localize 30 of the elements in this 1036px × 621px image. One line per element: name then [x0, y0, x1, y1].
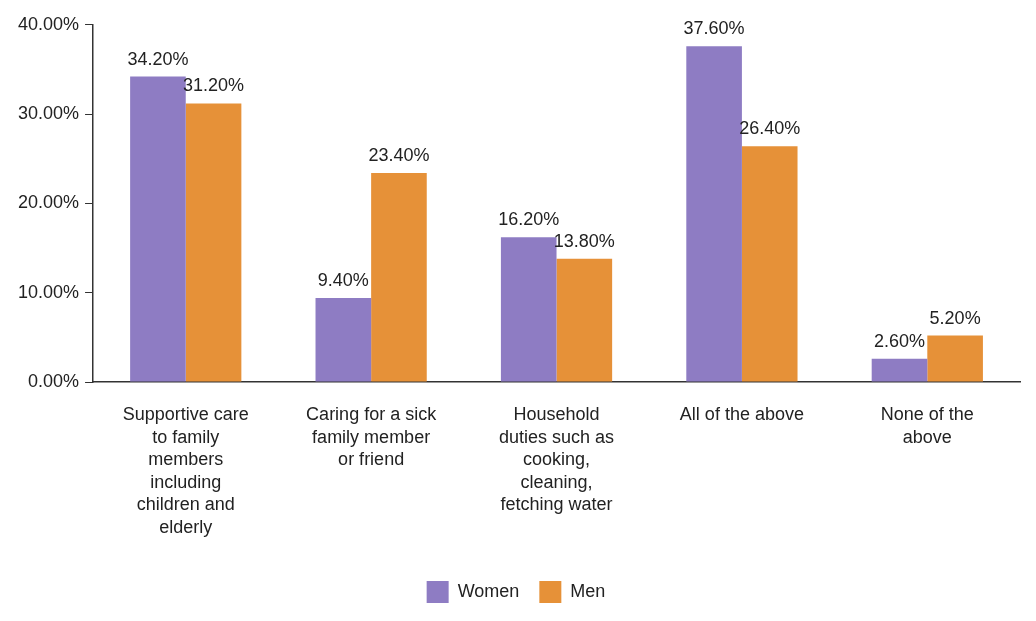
legend-label: Men [570, 580, 606, 601]
data-label: 2.60% [873, 330, 926, 351]
y-tick-label: 10.00% [17, 281, 80, 302]
x-tick-label: Household duties such as cooking, cleaning, fetching water [498, 404, 615, 515]
y-tick-label: 20.00% [17, 192, 80, 213]
bar [927, 335, 983, 382]
y-tick-label: 30.00% [17, 103, 80, 124]
bar [686, 46, 742, 382]
data-label: 5.20% [929, 307, 981, 328]
bar [371, 173, 427, 382]
x-tick-label: Supportive care to family members including children and elderly [122, 404, 249, 537]
bar [871, 358, 928, 382]
data-label: 23.40% [368, 145, 430, 166]
data-label: 34.20% [127, 48, 189, 69]
bar [741, 146, 798, 382]
y-tick-label: 0.00% [28, 370, 80, 391]
y-tick-label: 40.00% [17, 13, 80, 34]
legend-label: Women [457, 580, 520, 601]
x-tick-label: None of the above [880, 404, 974, 447]
bar [130, 76, 186, 382]
bar [185, 103, 242, 382]
x-tick-label: Caring for a sick family member or friend [306, 404, 438, 470]
bar [500, 237, 557, 382]
x-tick-label: All of the above [679, 404, 804, 425]
data-label: 16.20% [498, 209, 560, 230]
data-label: 13.80% [553, 230, 615, 251]
data-label: 37.60% [683, 18, 745, 39]
bar [315, 298, 372, 382]
data-label: 9.40% [317, 270, 369, 291]
bar [556, 258, 613, 382]
